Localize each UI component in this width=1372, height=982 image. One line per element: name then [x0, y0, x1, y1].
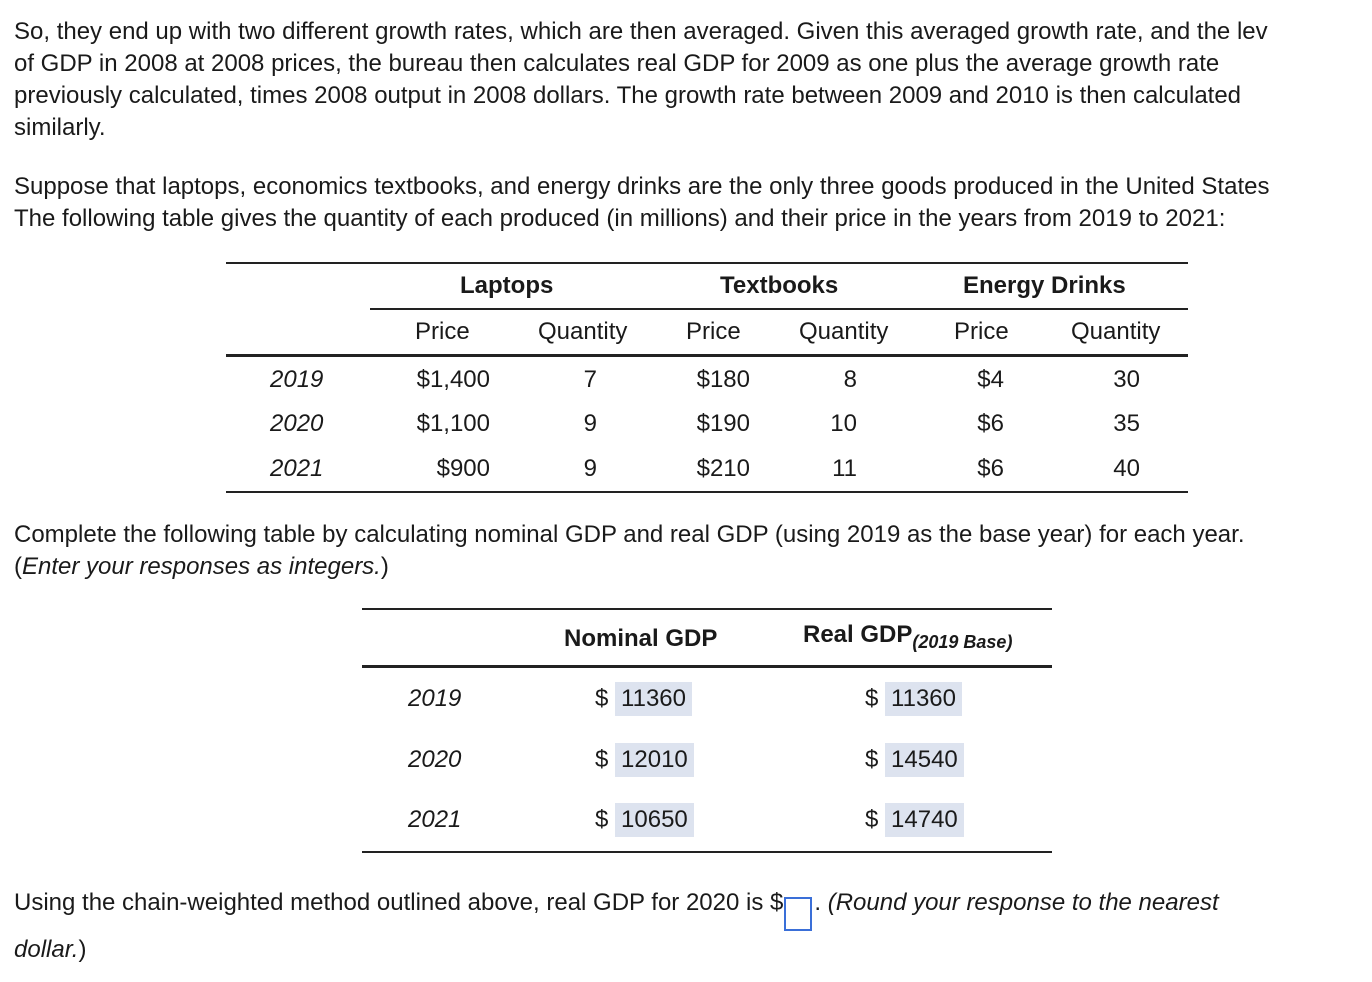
nominal-gdp-cell: $ 10650 — [595, 803, 694, 837]
subheader-quantity: Quantity — [538, 318, 628, 345]
real-gdp-cell: $ 11360 — [865, 682, 962, 716]
drink-price: $4 — [977, 366, 1004, 393]
laptop-price: $1,100 — [416, 410, 490, 437]
question-text: Using the chain-weighted method outlined… — [14, 889, 784, 916]
question-period: . — [814, 889, 828, 916]
intro-line: of GDP in 2008 at 2008 prices, the burea… — [14, 50, 1220, 77]
row-year: 2020 — [408, 746, 462, 773]
real-gdp-header-sub: (2019 Base) — [912, 632, 1013, 652]
row-year: 2019 — [270, 366, 324, 393]
dollar-sign: $ — [595, 806, 609, 833]
chain-weighted-question: Using the chain-weighted method outlined… — [14, 884, 1354, 969]
dollar-sign: $ — [865, 685, 879, 712]
nominal-gdp-cell: $ 12010 — [595, 743, 694, 777]
intro-line: So, they end up with two different growt… — [14, 18, 1268, 45]
group-header-laptops: Laptops — [460, 272, 554, 299]
instruction-line: (Enter your responses as integers.) — [14, 551, 1372, 583]
intro-line: previously calculated, times 2008 output… — [14, 82, 1242, 109]
dollar-sign: $ — [865, 806, 879, 833]
drink-price: $6 — [977, 410, 1004, 437]
instruction-line: Complete the following table by calculat… — [14, 521, 1245, 548]
table-bottom-rule — [226, 491, 1188, 493]
real-gdp-answer[interactable]: 11360 — [885, 682, 962, 716]
question-round-note-cont: dollar. — [14, 935, 79, 963]
goods-table: Laptops Textbooks Energy Drinks Price Qu… — [226, 262, 1188, 494]
real-gdp-2020-input[interactable] — [784, 896, 813, 931]
header-bottom-rule — [362, 665, 1052, 668]
table-top-rule — [362, 608, 1052, 610]
dollar-sign: $ — [595, 746, 609, 773]
row-year: 2020 — [270, 410, 324, 437]
subheader-quantity: Quantity — [1071, 318, 1161, 345]
real-gdp-header-main: Real GDP — [803, 621, 913, 648]
laptop-quantity: 7 — [583, 366, 597, 393]
table-top-rule — [226, 262, 1188, 264]
instruction-paragraph: Complete the following table by calculat… — [14, 519, 1372, 583]
laptop-price: $900 — [436, 455, 490, 482]
laptop-quantity: 9 — [583, 410, 597, 437]
nominal-gdp-cell: $ 11360 — [595, 682, 692, 716]
intro-paragraph: So, they end up with two different growt… — [14, 16, 1372, 144]
drink-price: $6 — [977, 455, 1004, 482]
subheader-price: Price — [415, 318, 470, 345]
nominal-gdp-answer[interactable]: 11360 — [615, 682, 692, 716]
subheader-quantity: Quantity — [799, 318, 889, 345]
textbook-quantity: 11 — [832, 455, 857, 482]
row-year: 2021 — [408, 806, 462, 833]
dollar-sign: $ — [865, 746, 879, 773]
gdp-table: Nominal GDP Real GDP(2019 Base) 2019 $ 1… — [362, 608, 1052, 856]
drink-quantity: 40 — [1113, 455, 1140, 482]
group-underline — [370, 308, 1188, 310]
real-gdp-cell: $ 14740 — [865, 803, 964, 837]
nominal-gdp-answer[interactable]: 10650 — [615, 803, 694, 837]
drink-quantity: 35 — [1113, 410, 1140, 437]
question-round-note: (Round your response to the nearest — [827, 889, 1219, 916]
instruction-paren-close: ) — [380, 553, 389, 580]
textbook-quantity: 8 — [843, 366, 857, 393]
setup-paragraph: Suppose that laptops, economics textbook… — [14, 171, 1372, 235]
nominal-gdp-answer[interactable]: 12010 — [615, 743, 694, 777]
drink-quantity: 30 — [1113, 366, 1140, 393]
row-year: 2019 — [408, 685, 462, 712]
question-paren-close: ) — [78, 935, 87, 963]
intro-line: similarly. — [14, 114, 106, 141]
table-bottom-rule — [362, 851, 1052, 853]
textbook-quantity: 10 — [830, 410, 857, 437]
textbook-price: $180 — [696, 366, 750, 393]
instruction-paren-open: ( — [14, 553, 22, 580]
subheader-price: Price — [954, 318, 1009, 345]
header-bottom-rule — [226, 354, 1188, 357]
real-gdp-answer[interactable]: 14540 — [885, 743, 964, 777]
row-year: 2021 — [270, 455, 324, 482]
instruction-italic: Enter your responses as integers. — [22, 553, 381, 580]
nominal-gdp-header: Nominal GDP — [564, 625, 718, 652]
group-header-energy-drinks: Energy Drinks — [963, 272, 1126, 299]
dollar-sign: $ — [595, 685, 609, 712]
laptop-quantity: 9 — [583, 455, 597, 482]
setup-line: Suppose that laptops, economics textbook… — [14, 173, 1270, 200]
textbook-price: $190 — [696, 410, 750, 437]
laptop-price: $1,400 — [416, 366, 490, 393]
subheader-price: Price — [686, 318, 741, 345]
textbook-price: $210 — [696, 455, 750, 482]
real-gdp-answer[interactable]: 14740 — [885, 803, 964, 837]
setup-line: The following table gives the quantity o… — [14, 205, 1226, 232]
real-gdp-header: Real GDP(2019 Base) — [803, 620, 1012, 657]
real-gdp-cell: $ 14540 — [865, 743, 964, 777]
group-header-textbooks: Textbooks — [720, 272, 839, 299]
